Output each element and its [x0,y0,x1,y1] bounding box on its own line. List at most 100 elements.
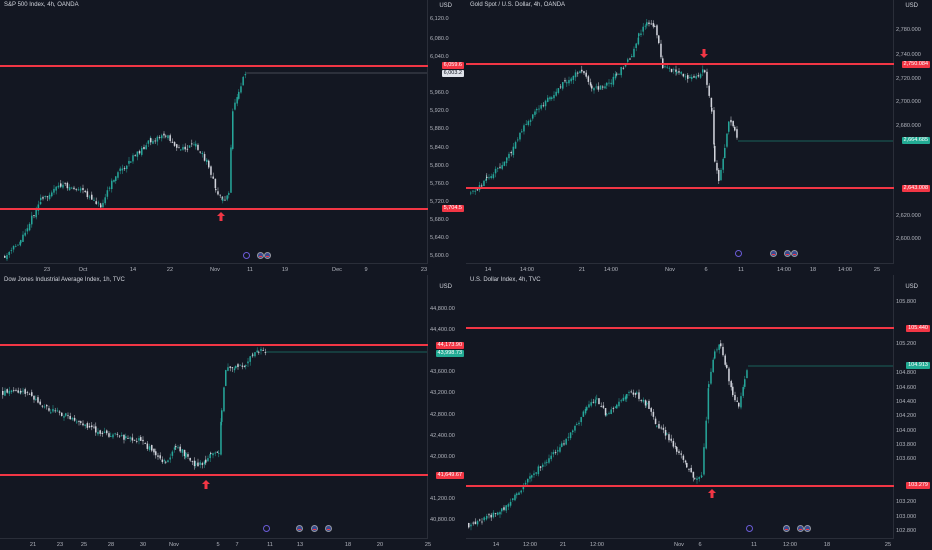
dji-price-axis[interactable]: USD 44,800.00 44,400.00 43,600.00 43,200… [427,275,466,539]
candle-body [97,202,100,204]
dji-resistance-line[interactable] [0,344,428,346]
spx-y-tick: 5,800.0 [430,163,449,169]
candle-body [216,451,219,453]
flag-icon[interactable] [325,525,332,532]
candle-body [503,161,506,166]
spx-price-axis[interactable]: USD 6,120.0 6,080.0 6,040.0 5,960.0 5,92… [427,0,466,264]
candle-body [675,69,677,72]
flag-icon[interactable] [257,252,264,259]
chart-pane-dxy[interactable]: U.S. Dollar Index, 4h, TVC USD 105.800 1… [466,275,932,550]
candle-body [686,462,688,468]
candle-body [136,151,139,157]
candle-body [718,344,720,350]
candle-body [624,63,627,67]
dxy-x-tick: 25 [884,542,892,548]
spx-x-tick: 14 [129,267,137,273]
candle-body [62,184,64,188]
candle-body [195,463,197,465]
candle-body [720,343,722,347]
candle-body [616,73,618,75]
gold-resistance-line[interactable] [466,63,894,65]
candle-body [698,477,700,479]
candle-body [622,67,625,69]
spx-time-axis[interactable]: 23 Oct 14 22 Nov 11 19 Dec 9 23 [0,263,428,275]
flag-icon[interactable] [783,525,790,532]
candle-body [591,85,593,89]
candle-body [490,176,492,179]
dji-time-axis[interactable]: 21 23 25 28 30 Nov 5 7 11 13 18 20 25 [0,538,431,550]
candle-body [123,168,126,169]
gold-upper-level-tag: 2,750.084 [901,61,930,68]
candle-body [138,438,140,441]
dxy-y-tick: 103.000 [896,514,917,520]
dji-support-line[interactable] [0,474,428,476]
candle-body [93,199,95,201]
gold-price-chart[interactable] [466,0,932,275]
flag-icon[interactable] [791,250,798,257]
candle-body [532,114,534,119]
candle-body [252,354,254,356]
gold-time-axis[interactable]: 14 14:00 21 14:00 28 Nov 6 11 14:00 18 1… [466,263,894,275]
gold-support-line[interactable] [466,187,894,189]
event-marker-icon[interactable] [243,252,250,259]
candle-body [588,404,590,408]
dxy-price-axis[interactable]: USD 105.800 105.200 104.800 104.600 104.… [893,275,932,539]
candle-body [548,458,550,463]
candle-body [711,107,713,112]
gold-price-axis[interactable]: USD 2,780.000 2,740.000 2,720.000 2,700.… [893,0,932,264]
candle-body [37,397,39,403]
dji-price-chart[interactable] [0,275,466,550]
candle-body [567,436,570,438]
dxy-resistance-line[interactable] [466,327,894,329]
candle-body [624,396,627,400]
candle-body [71,187,73,189]
candle-body [497,168,499,169]
candle-body [660,43,662,58]
candle-body [238,91,240,99]
spx-y-tick: 6,080.0 [430,36,449,42]
candle-body [707,388,710,420]
candle-body [638,33,640,37]
dxy-price-chart[interactable] [466,275,932,550]
candle-body [566,82,568,84]
spx-x-tick: 22 [166,267,174,273]
candle-body [574,425,576,431]
candle-body [123,434,125,440]
candle-body [191,461,194,463]
spx-support-line[interactable] [0,208,428,210]
flag-icon[interactable] [784,250,791,257]
candle-body [614,406,617,408]
dji-x-tick: 21 [29,542,37,548]
dji-y-tick: 42,400.00 [430,433,455,439]
dji-x-tick: 23 [56,542,64,548]
dxy-x-tick: 18 [823,542,831,548]
candle-body [201,463,204,465]
spx-price-chart[interactable] [0,0,466,275]
candle-body [188,145,191,148]
event-marker-icon[interactable] [263,525,270,532]
flag-icon[interactable] [296,525,303,532]
spx-resistance-line[interactable] [0,65,428,67]
candle-body [642,399,645,402]
flag-icon[interactable] [264,252,271,259]
flag-icon[interactable] [770,250,777,257]
candle-body [533,473,535,475]
gold-x-tick: 14:00 [838,267,852,273]
flag-icon[interactable] [797,525,804,532]
candle-body [264,352,267,353]
chart-pane-dji[interactable]: Dow Jones Industrial Average Index, 1h, … [0,275,466,550]
candle-body [682,455,685,460]
event-marker-icon[interactable] [746,525,753,532]
candle-body [68,187,71,191]
dxy-time-axis[interactable]: 14 12:00 21 12:00 Nov 6 11 12:00 18 25 [466,538,894,550]
chart-pane-gold[interactable]: Gold Spot / U.S. Dollar, 4h, OANDA USD 2… [466,0,932,275]
chart-pane-spx[interactable]: S&P 500 Index, 4h, OANDA USD 6,120.0 6,0… [0,0,466,275]
dxy-support-line[interactable] [466,485,894,487]
candle-body [44,196,46,198]
event-marker-icon[interactable] [735,250,742,257]
dji-x-tick: 5 [216,542,220,548]
flag-icon[interactable] [311,525,318,532]
dxy-y-tick: 105.200 [896,341,917,347]
dxy-y-tick: 102.800 [896,528,917,534]
flag-icon[interactable] [804,525,811,532]
